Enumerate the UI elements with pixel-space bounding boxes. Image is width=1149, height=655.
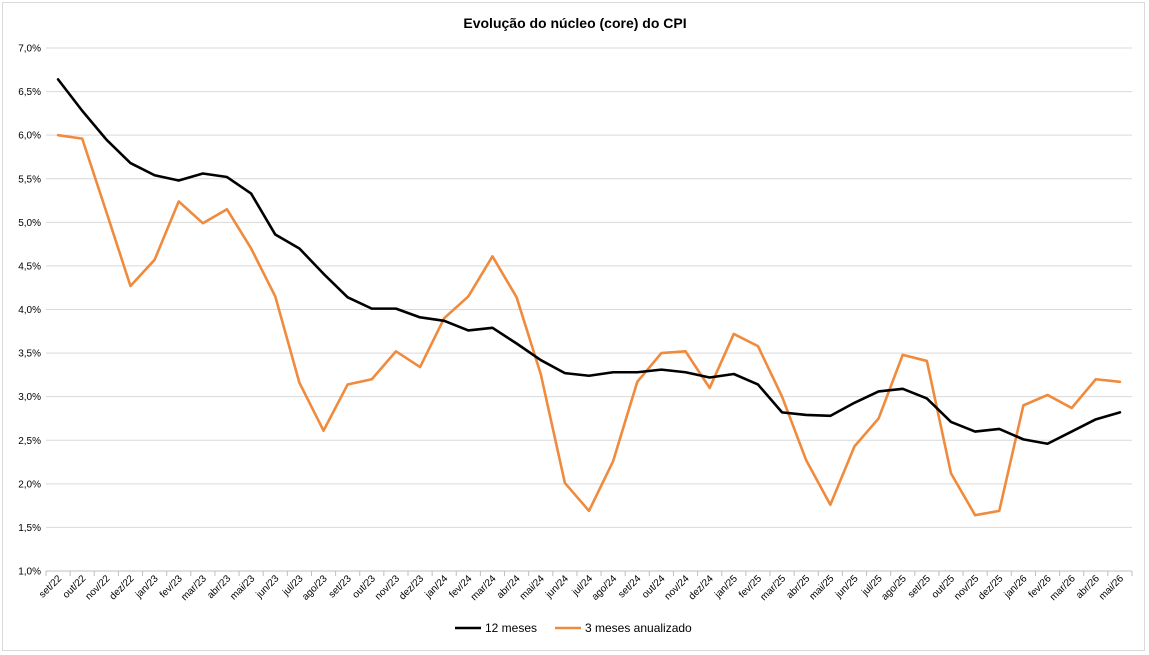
- gridlines: [46, 47, 1132, 572]
- x-tick-label: dez/23: [397, 573, 426, 602]
- x-tick-label: jan/24: [423, 573, 451, 601]
- legend-label-0: 12 meses: [485, 621, 537, 635]
- x-tick-label: abr/23: [205, 573, 233, 601]
- legend-label-1: 3 meses anualizado: [585, 621, 692, 635]
- x-tick-label: abr/25: [784, 573, 812, 601]
- y-tick-label: 4,5%: [18, 261, 41, 272]
- chart-title: Evolução do núcleo (core) do CPI: [463, 15, 686, 31]
- x-tick-label: mai/23: [228, 573, 257, 602]
- x-tick-label: ago/24: [590, 573, 620, 603]
- x-tick-label: mai/25: [807, 573, 836, 602]
- x-tick-label: set/24: [616, 573, 643, 600]
- x-tick-label: jan/23: [133, 573, 161, 601]
- series-line-0: [56, 78, 1122, 446]
- y-tick-label: 6,0%: [18, 131, 41, 142]
- y-tick-label: 2,0%: [18, 479, 41, 490]
- y-tick-label: 1,5%: [18, 523, 41, 534]
- x-tick-label: dez/24: [687, 573, 716, 602]
- x-axis: set/22out/22nov/22dez/22jan/23fev/23mar/…: [37, 570, 1133, 603]
- x-tick-label: dez/22: [108, 573, 137, 602]
- x-tick-label: nov/23: [373, 573, 402, 602]
- x-tick-label: mar/26: [1048, 573, 1078, 603]
- x-tick-label: ago/25: [879, 573, 909, 603]
- x-tick-label: jun/23: [254, 573, 282, 601]
- legend: 12 meses 3 meses anualizado: [455, 621, 692, 635]
- x-tick-label: abr/24: [495, 573, 523, 601]
- series-lines: [56, 78, 1122, 517]
- x-tick-label: abr/26: [1074, 573, 1102, 601]
- x-tick-label: set/23: [327, 573, 354, 600]
- x-tick-label: mar/23: [179, 573, 209, 603]
- chart-svg: Evolução do núcleo (core) do CPI 1,0% 1,5…: [18, 15, 1133, 635]
- series-line-1: [56, 133, 1122, 517]
- x-tick-label: ago/23: [300, 573, 330, 603]
- x-tick-label: dez/25: [976, 573, 1005, 602]
- y-tick-label: 2,5%: [18, 436, 41, 447]
- y-tick-label: 1,0%: [18, 567, 41, 578]
- y-tick-label: 3,0%: [18, 392, 41, 403]
- x-tick-label: nov/24: [663, 573, 692, 602]
- y-tick-label: 5,5%: [18, 174, 41, 185]
- x-tick-label: jan/25: [712, 573, 740, 601]
- y-tick-label: 7,0%: [18, 44, 41, 55]
- x-tick-label: mai/26: [1097, 573, 1126, 602]
- x-tick-label: jan/26: [1002, 573, 1030, 601]
- y-axis-tick-labels: 1,0% 1,5% 2,0% 2,5% 3,0% 3,5% 4,0% 4,5% 5,0% 5,5%…: [18, 44, 41, 578]
- y-tick-label: 3,5%: [18, 349, 41, 360]
- x-tick-label: set/22: [37, 573, 64, 600]
- y-tick-label: 6,5%: [18, 87, 41, 98]
- x-tick-label: mai/24: [518, 573, 547, 602]
- x-tick-label: mar/24: [469, 573, 499, 603]
- x-tick-label: nov/25: [952, 573, 981, 602]
- x-tick-label: jun/24: [543, 573, 571, 601]
- x-tick-label: nov/22: [83, 573, 112, 602]
- x-tick-label: mar/25: [758, 573, 788, 603]
- y-tick-label: 4,0%: [18, 305, 41, 316]
- x-tick-label: set/25: [906, 573, 933, 600]
- x-tick-label: jun/25: [833, 573, 861, 601]
- y-tick-label: 5,0%: [18, 218, 41, 229]
